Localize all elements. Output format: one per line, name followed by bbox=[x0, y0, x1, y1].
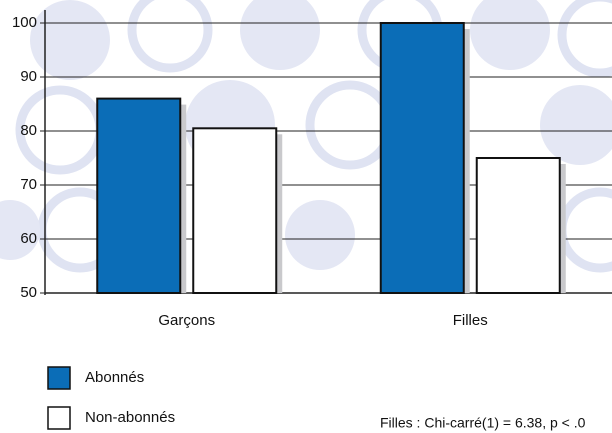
legend-label: Abonnés bbox=[85, 369, 144, 386]
legend-label: Non-abonnés bbox=[85, 409, 175, 426]
y-tick-label: 60 bbox=[20, 230, 37, 247]
bar bbox=[475, 157, 561, 294]
y-tick-label: 100 bbox=[12, 14, 37, 31]
bar bbox=[379, 22, 465, 294]
bar bbox=[96, 97, 182, 294]
y-tick-label: 50 bbox=[20, 284, 37, 301]
x-tick-label: Garçons bbox=[158, 312, 215, 329]
bar bbox=[192, 127, 278, 294]
y-tick-label: 70 bbox=[20, 176, 37, 193]
legend-swatch bbox=[47, 406, 71, 430]
annotation: Filles : Chi-carré(1) = 6.38, p < .0 bbox=[380, 415, 586, 431]
x-tick-label: Filles bbox=[453, 312, 488, 329]
y-tick-label: 80 bbox=[20, 122, 37, 139]
legend-swatch bbox=[47, 366, 71, 390]
y-tick-label: 90 bbox=[20, 68, 37, 85]
